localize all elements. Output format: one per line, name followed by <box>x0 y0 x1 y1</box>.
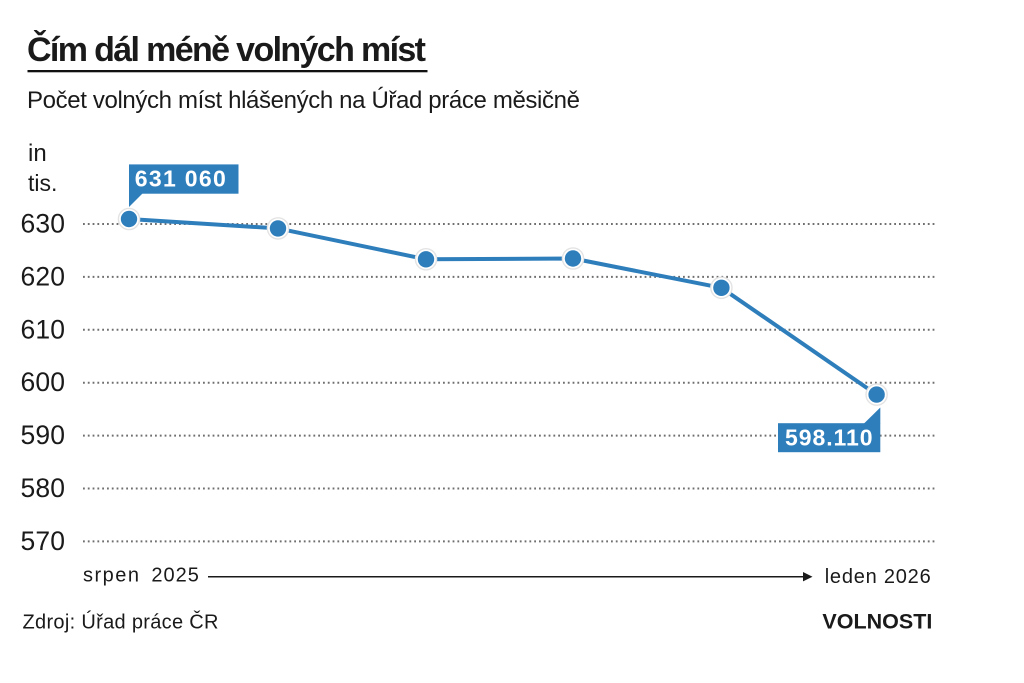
svg-text:Počet volných míst hlášených n: Počet volných míst hlášených na Úřad prá… <box>27 87 580 114</box>
svg-text:580: 580 <box>21 473 66 503</box>
svg-text:in: in <box>28 140 47 167</box>
svg-text:tis.: tis. <box>28 170 57 196</box>
svg-text:2025: 2025 <box>151 565 199 587</box>
svg-text:598.110: 598.110 <box>785 424 873 450</box>
svg-text:srpen: srpen <box>83 565 139 587</box>
svg-text:VOLNOSTI: VOLNOSTI <box>822 609 932 633</box>
svg-text:630: 630 <box>21 209 66 239</box>
svg-text:631 060: 631 060 <box>135 166 226 192</box>
svg-text:leden 2026: leden 2026 <box>825 566 931 588</box>
svg-text:610: 610 <box>21 314 66 344</box>
svg-text:590: 590 <box>21 420 66 450</box>
svg-text:Čím dál méně volných míst: Čím dál méně volných míst <box>27 30 426 69</box>
svg-text:570: 570 <box>21 526 66 556</box>
svg-text:600: 600 <box>21 367 66 397</box>
svg-text:Zdroj: Úřad práce ČR: Zdroj: Úřad práce ČR <box>23 611 219 634</box>
svg-text:620: 620 <box>21 261 66 291</box>
